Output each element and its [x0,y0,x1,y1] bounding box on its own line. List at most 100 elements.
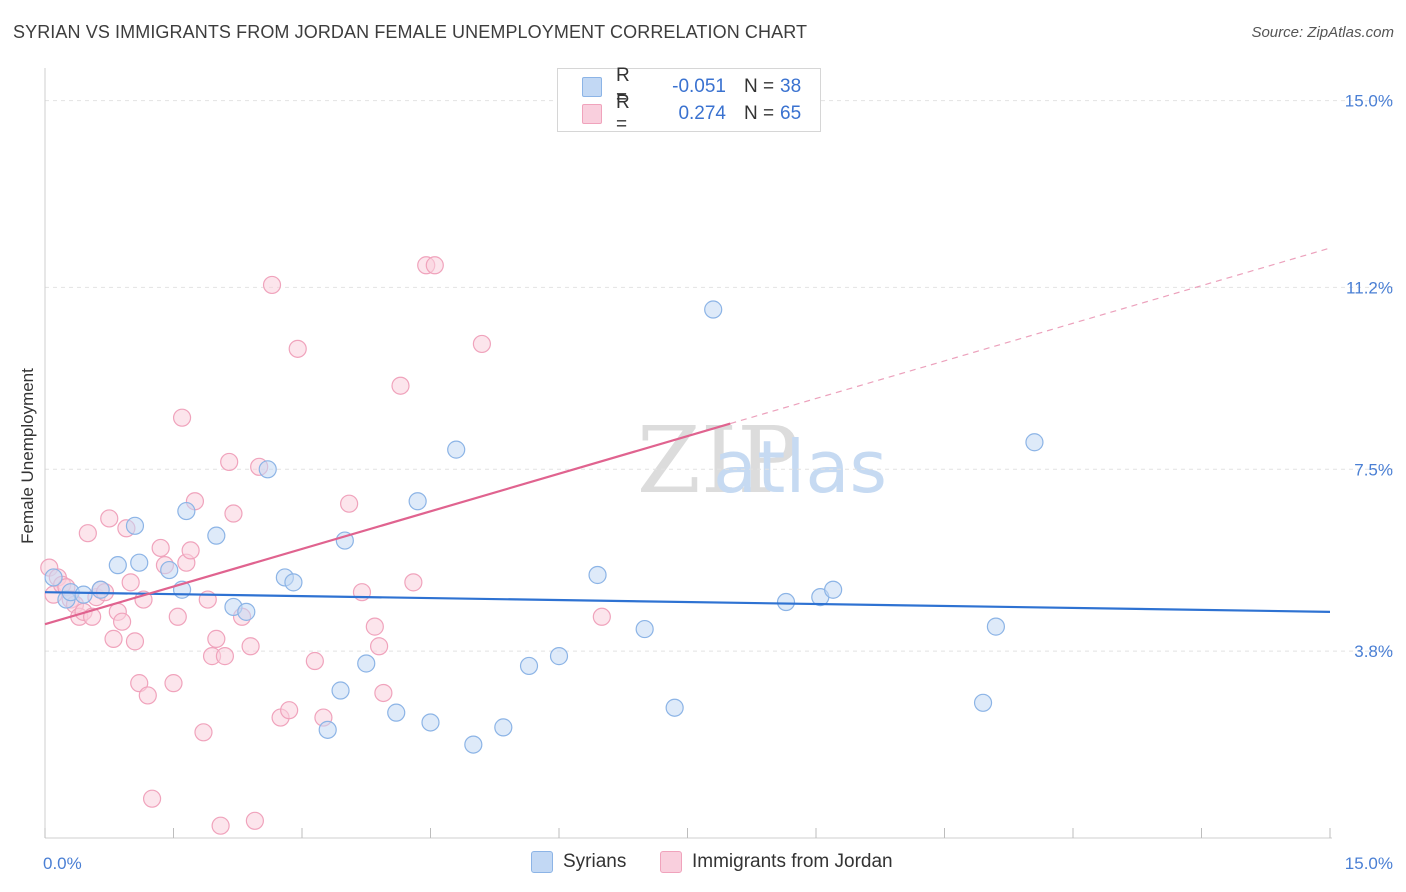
syrians-point [986,617,1006,636]
jordan-point [151,538,170,558]
jordan-point [164,674,183,693]
jordan-trend-line-extension [730,247,1331,425]
syrians-point [387,703,406,722]
x-tick-label: 15.0% [1345,854,1393,873]
jordan-point [425,256,444,275]
syrians-point [44,568,63,587]
jordan-point [245,811,264,830]
chart-title: SYRIAN VS IMMIGRANTS FROM JORDAN FEMALE … [13,22,808,42]
syrians-point [519,656,539,676]
syrians-point [408,492,427,511]
syrians-point [91,580,110,599]
syrians-point [160,560,179,580]
x-tick-label: 0.0% [43,854,82,873]
syrians-swatch [582,77,602,97]
stats-row-jordan: R = 0.274 N = 65 [582,92,802,135]
syrians-point [130,553,149,572]
jordan-point [207,629,226,648]
watermark-atlas: atlas [713,425,887,509]
syrians-point [635,619,654,639]
syrians-point [1025,433,1044,452]
syrians-point [588,565,607,585]
syrians-point [258,460,277,479]
r-value: -0.051 [672,76,726,97]
jordan-point [472,334,491,354]
jordan-point [104,629,123,648]
syrians-point [704,300,723,319]
jordan-point [391,376,410,395]
jordan-point [220,452,239,472]
jordan-point [125,632,145,651]
jordan-legend-swatch [660,851,682,873]
syrians-point [464,735,483,754]
y-tick-label: 7.5% [1354,460,1393,479]
jordan-point [370,637,389,656]
syrians-point [108,556,127,575]
legend-item-jordan[interactable]: Immigrants from Jordan [660,851,893,873]
jordan-point [168,607,187,626]
syrians-point [549,647,569,666]
jordan-point [172,408,192,427]
y-tick-label: 15.0% [1345,92,1393,111]
syrians-point [421,713,440,732]
jordan-point [224,504,243,523]
syrians-point [494,718,513,737]
jordan-point [404,573,423,592]
y-tick-label: 11.2% [1346,278,1393,297]
r-label: R = [616,92,630,135]
jordan-point [194,723,213,742]
stats-legend: R = -0.051 N = 38 R = 0.274 N = 65 [557,65,821,135]
n-value: 65 [780,103,802,124]
syrians-point [237,602,256,621]
n-label: N = [744,103,775,124]
syrians-point [776,592,796,612]
jordan-point [78,524,97,543]
syrians-point [284,573,303,592]
r-label: R = [616,65,630,108]
r-value: 0.274 [678,103,726,124]
jordan-point [365,617,384,636]
syrians-point [824,580,843,599]
y-tick-label: 3.8% [1354,642,1393,661]
syrians-point [335,531,354,550]
legend-label-syrians: Syrians [563,851,627,872]
jordan-point [112,612,132,631]
source-label: Source: ZipAtlas.com [1251,24,1394,41]
jordan-point [305,651,324,671]
syrians-point [447,440,466,459]
series-legend: Syrians Immigrants from Jordan [0,851,1406,877]
jordan-point [340,494,359,513]
jordan-point [215,647,234,666]
syrians-point [357,654,376,673]
syrians-trend-line [44,591,1331,613]
jordan-point [288,339,307,358]
syrians-point [207,526,226,545]
jordan-point [130,674,149,693]
jordan-point [121,573,140,592]
jordan-point [374,683,393,703]
jordan-trend-line [44,422,731,626]
legend-item-syrians[interactable]: Syrians [531,851,626,873]
n-label: N = [744,76,775,97]
jordan-point [134,590,153,609]
syrians-point [74,585,93,604]
jordan-point [262,275,282,295]
jordan-point [241,637,260,656]
stats-row-syrians: R = -0.051 N = 38 [582,65,802,108]
syrians-point [177,501,196,521]
n-value: 38 [780,76,802,97]
jordan-point [181,541,200,560]
syrians-point [973,693,993,712]
jordan-point [280,701,299,720]
legend-label-jordan: Immigrants from Jordan [692,851,893,872]
syrians-point [125,516,145,535]
syrians-legend-swatch [531,851,553,873]
jordan-point [211,816,230,835]
syrians-point [318,720,337,739]
jordan-point [100,509,119,528]
jordan-swatch [582,104,602,124]
syrians-point [331,681,350,700]
jordan-point [138,686,157,705]
jordan-point [592,607,611,626]
